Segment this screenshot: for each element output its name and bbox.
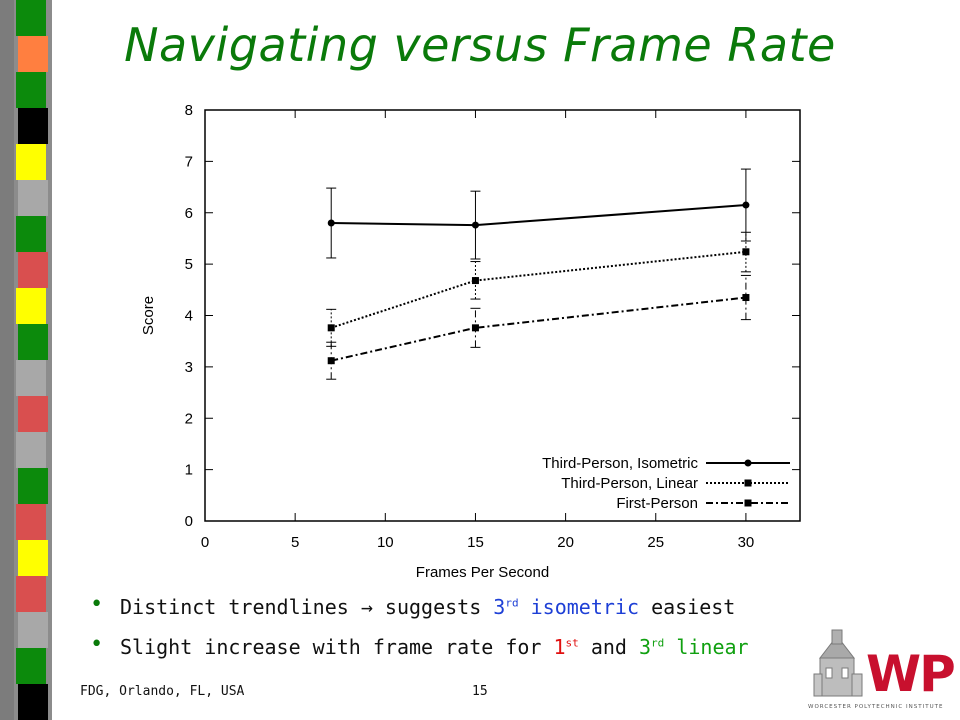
data-point (742, 294, 750, 302)
series-line (331, 204, 746, 227)
y-tick-label: 6 (185, 205, 193, 222)
data-point (471, 277, 479, 285)
x-tick-label: 15 (467, 534, 484, 551)
data-point (471, 221, 479, 229)
data-point (327, 324, 335, 332)
bullet-item-1: • Distinct trendlines → suggests 3rd iso… (88, 588, 848, 628)
highlight-3rd: 3 (639, 635, 652, 659)
y-tick-label: 0 (185, 513, 193, 530)
x-tick-label: 20 (557, 534, 574, 551)
page-number: 15 (472, 684, 488, 699)
bullet-text: Slight increase with frame rate for (120, 635, 554, 659)
bullet-text: suggests (372, 595, 494, 619)
x-tick-label: 30 (738, 534, 755, 551)
data-point (327, 357, 335, 365)
data-point (742, 248, 750, 256)
x-tick-label: 25 (647, 534, 664, 551)
bullet-text: easiest (651, 595, 736, 619)
legend-label: Third-Person, Linear (561, 475, 698, 492)
highlight-isometric: isometric (518, 595, 640, 619)
x-tick-label: 0 (201, 534, 209, 551)
y-tick-label: 5 (185, 256, 193, 273)
y-axis-label: Score (140, 296, 157, 335)
highlight-1st: 1 (553, 635, 566, 659)
x-tick-label: 10 (377, 534, 394, 551)
highlight-3rd: 3rd isometric (493, 595, 639, 619)
legend-label: Third-Person, Isometric (542, 455, 698, 472)
bullet-text: and (578, 635, 639, 659)
y-tick-label: 8 (185, 102, 193, 119)
y-tick-label: 4 (185, 308, 193, 325)
highlight-linear: linear (664, 635, 749, 659)
page-title: Navigating versus Frame Rate (124, 18, 836, 72)
plot-frame (204, 109, 801, 522)
y-tick-label: 2 (185, 410, 193, 427)
arrow-right-icon: → (360, 595, 373, 619)
series-line (330, 296, 747, 362)
legend-marker (744, 459, 752, 467)
x-tick-label: 5 (291, 534, 299, 551)
footer-venue: FDG, Orlando, FL, USA (80, 684, 245, 699)
data-point (471, 324, 479, 332)
line-chart: 0 1 2 3 4 5 6 7 8 0 5 10 15 20 25 30 Frames Per Second Sc… (140, 102, 801, 581)
superscript: rd (651, 636, 665, 650)
data-point (327, 219, 335, 227)
logo-text: WPI (866, 645, 954, 702)
legend-marker (744, 499, 752, 507)
decorative-stripe-bar (0, 0, 52, 720)
y-tick-label: 1 (185, 462, 193, 479)
y-tick-label: 3 (185, 359, 193, 376)
stripe-pattern (0, 0, 48, 720)
bullet-icon: • (90, 632, 104, 657)
bullet-text: Distinct trendlines (120, 595, 361, 619)
superscript: st (565, 636, 579, 650)
logo-caption: WORCESTER POLYTECHNIC INSTITUTE (808, 704, 944, 710)
bullet-item-2: • Slight increase with frame rate for 1s… (88, 628, 848, 668)
series-line (330, 250, 747, 329)
wpi-logo: WPI (813, 629, 954, 702)
data-point (742, 201, 750, 209)
bullet-list: • Distinct trendlines → suggests 3rd iso… (88, 588, 848, 668)
legend-label: First-Person (616, 495, 698, 512)
superscript: rd (505, 596, 519, 610)
bullet-icon: • (90, 592, 104, 617)
x-axis-label: Frames Per Second (416, 564, 549, 581)
legend-marker (744, 479, 752, 487)
highlight-number: 3 (493, 595, 506, 619)
y-tick-label: 7 (185, 153, 193, 170)
